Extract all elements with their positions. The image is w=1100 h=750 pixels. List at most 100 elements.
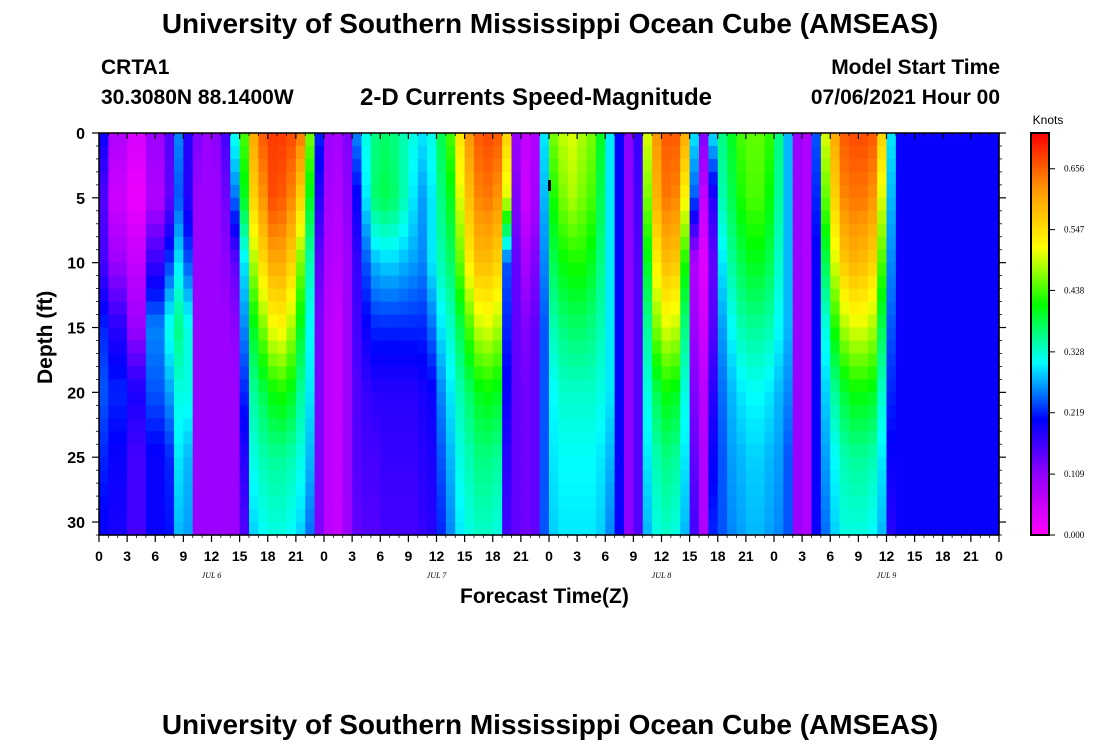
heatmap-cell [445,353,456,368]
heatmap-cell [895,496,1000,510]
heatmap-cell [661,353,672,368]
heatmap-cell [127,249,147,264]
heatmap-cell [455,314,466,329]
heatmap-cell [389,496,400,510]
heatmap-cell [511,327,522,342]
heatmap-cell [408,444,419,458]
heatmap-cell [633,418,644,432]
heatmap-cell [145,496,166,510]
heatmap-cell [258,236,269,251]
heatmap-cell [267,496,278,510]
heatmap-cell [408,522,419,536]
heatmap-cell [802,470,813,484]
heatmap-cell [239,197,250,212]
heatmap-cell [839,314,850,329]
heatmap-cell [839,444,850,458]
heatmap-cell [436,392,447,406]
heatmap-cell [830,145,841,160]
heatmap-cell [164,133,175,147]
heatmap-cell [474,262,484,277]
heatmap-cell [389,133,400,147]
heatmap-cell [558,184,569,199]
heatmap-cell [586,184,597,199]
heatmap-cell [417,431,428,445]
heatmap-cell [783,197,794,212]
heatmap-cell [642,301,653,316]
heatmap-cell [352,210,363,225]
heatmap-cell [886,133,897,147]
heatmap-cell [727,470,738,484]
heatmap-cell [802,301,813,316]
heatmap-cell [239,158,250,173]
heatmap-cell [445,392,456,406]
heatmap-cell [886,392,897,406]
heatmap-cell [145,314,166,329]
heatmap-cell [352,288,363,303]
heatmap-cell [267,353,278,368]
heatmap-cell [586,301,597,316]
heatmap-cell [839,275,850,290]
heatmap-cell [258,483,269,497]
heatmap-cell [520,470,531,484]
heatmap-cell [624,275,634,290]
heatmap-cell [661,405,672,419]
heatmap-cell [455,327,466,342]
heatmap-cell [370,275,381,290]
heatmap-cell [820,444,831,458]
heatmap-cell [145,236,166,251]
heatmap-cell [867,496,878,510]
heatmap-cell [839,301,850,316]
heatmap-cell [661,340,672,355]
heatmap-cell [314,483,325,497]
heatmap-cell [408,353,419,368]
heatmap-cell [820,236,831,251]
heatmap-cell [436,457,447,471]
heatmap-cell [295,133,306,147]
heatmap-cell [174,327,184,342]
heatmap-cell [886,171,897,186]
heatmap-cell [230,314,241,329]
heatmap-cell [633,314,644,329]
heatmap-cell [577,522,588,536]
heatmap-cell [370,496,381,510]
heatmap-cell [145,379,166,393]
heatmap-cell [708,197,719,212]
heatmap-cell [108,483,128,497]
heatmap-cell [230,327,241,342]
heatmap-cell [858,522,869,536]
heatmap-cell [464,431,475,445]
heatmap-cell [774,353,784,368]
heatmap-cell [333,197,344,212]
heatmap-cell [558,444,569,458]
heatmap-cell [539,392,550,406]
heatmap-cell [717,327,728,342]
heatmap-cell [314,249,325,264]
heatmap-cell [436,470,447,484]
heatmap-cell [895,223,1000,238]
heatmap-cell [567,418,578,432]
heatmap-cell [389,236,400,251]
heatmap-cell [530,133,541,147]
x-tick-label: 12 [879,548,895,564]
heatmap-cell [839,197,850,212]
heatmap-cell [867,470,878,484]
heatmap-cell [811,184,822,199]
heatmap-cell [258,262,269,277]
heatmap-cell [839,158,850,173]
heatmap-cell [783,327,794,342]
heatmap-cell [727,288,738,303]
heatmap-cell [774,197,784,212]
heatmap-cell [314,314,325,329]
heatmap-cell [314,145,325,160]
heatmap-cell [267,405,278,419]
heatmap-cell [520,509,531,523]
heatmap-cell [370,184,381,199]
heatmap-cell [670,288,681,303]
heatmap-cell [642,262,653,277]
heatmap-cell [811,262,822,277]
heatmap-cell [792,366,803,380]
heatmap-cell [305,444,316,458]
heatmap-cell [361,210,372,225]
heatmap-cell [183,171,194,186]
heatmap-cell [202,171,213,186]
